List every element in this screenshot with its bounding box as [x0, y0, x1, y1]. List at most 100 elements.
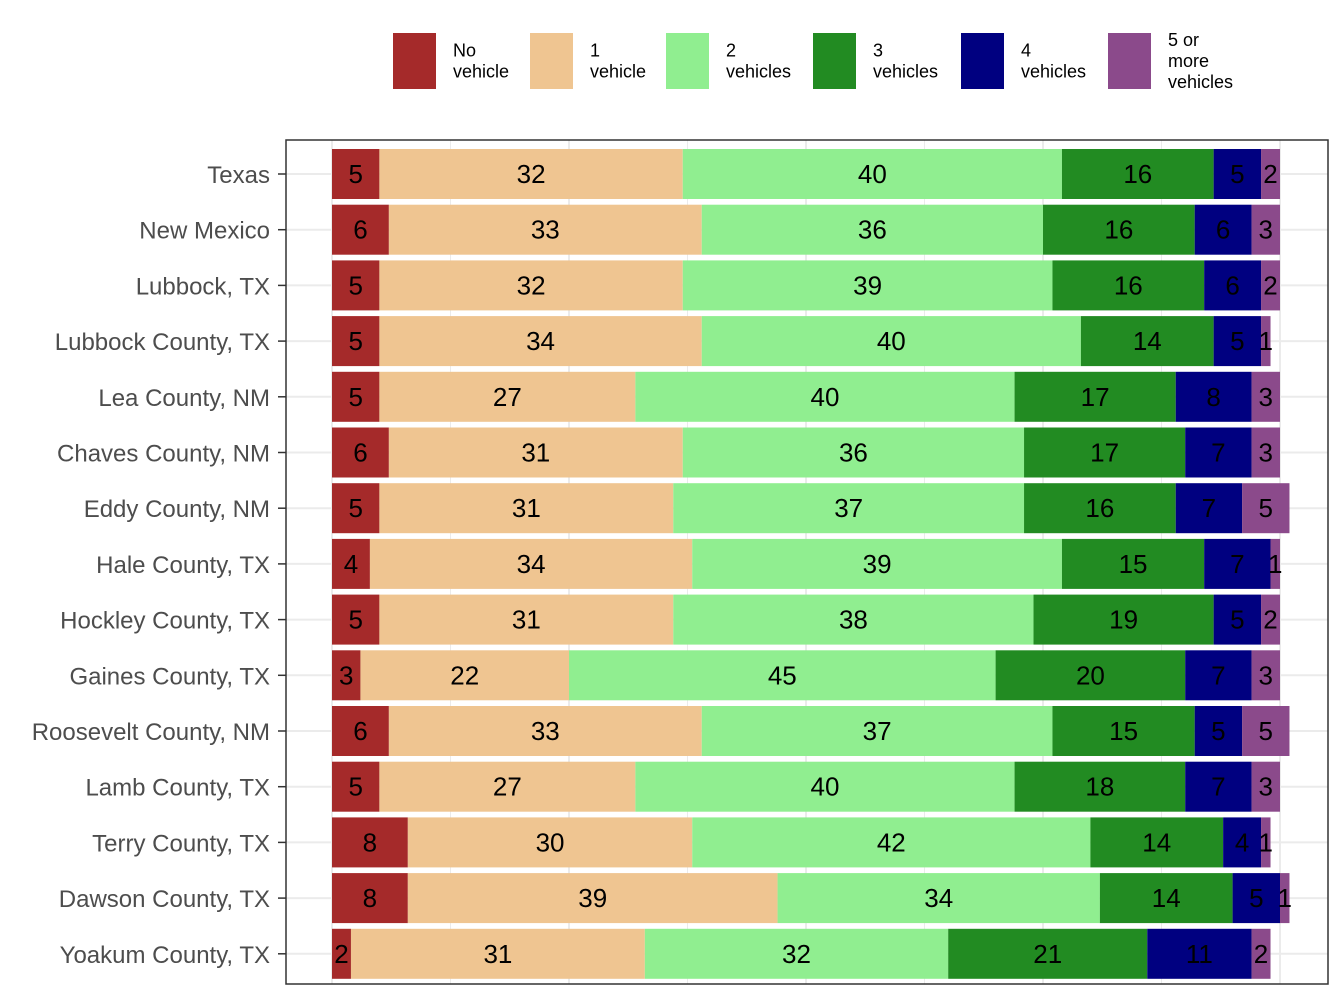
bar-segment [1261, 149, 1280, 199]
data-label: 4 [344, 549, 358, 579]
data-label: 6 [353, 716, 367, 746]
bar-segment [1251, 427, 1280, 478]
data-label: 5 [1259, 716, 1273, 746]
bar-segment [1024, 483, 1176, 534]
data-label: 2 [1263, 605, 1277, 635]
data-label: 7 [1211, 772, 1225, 802]
data-label: 40 [877, 326, 906, 356]
data-label: 40 [810, 382, 839, 412]
data-label: 8 [363, 827, 377, 857]
bar-segment [1185, 761, 1252, 812]
bar-segment [379, 761, 636, 812]
bar-segment [407, 873, 778, 924]
data-label: 32 [517, 159, 546, 189]
legend-key [813, 33, 856, 89]
data-label: 2 [1263, 159, 1277, 189]
data-label: 3 [1259, 215, 1273, 245]
bar-segment [1242, 483, 1290, 534]
bar-segment [332, 817, 408, 868]
data-label: 30 [536, 827, 565, 857]
data-label: 7 [1230, 549, 1244, 579]
bar-segment [1242, 706, 1290, 756]
bar-segment [1261, 260, 1280, 311]
bar-segment [1232, 873, 1280, 924]
legend-key [666, 33, 709, 89]
bar-segment [332, 873, 408, 924]
bar-segment [360, 650, 569, 701]
data-label: 8 [363, 883, 377, 913]
data-label: 14 [1142, 827, 1171, 857]
bar-segment [1280, 873, 1290, 924]
data-label: 5 [1230, 159, 1244, 189]
data-label: 40 [810, 772, 839, 802]
data-label: 3 [1259, 660, 1273, 690]
data-label: 5 [348, 493, 362, 523]
bar-segment [1185, 427, 1252, 478]
bar-segment [332, 538, 370, 589]
data-label: 37 [863, 716, 892, 746]
data-label: 16 [1123, 159, 1152, 189]
bar-segment [1194, 706, 1243, 756]
bar-segment [1204, 538, 1271, 589]
data-label: 2 [1263, 270, 1277, 300]
y-tick-label: Terry County, TX [92, 830, 270, 857]
y-tick-label: Hale County, TX [96, 552, 270, 579]
y-tick-label: Gaines County, TX [69, 663, 270, 690]
bar-segment [701, 316, 1081, 367]
legend-key [530, 33, 573, 89]
y-tick-label: Yoakum County, TX [60, 942, 270, 969]
bar-segment [1080, 316, 1214, 367]
plot-border [285, 139, 1329, 985]
bar-segment [1052, 260, 1205, 311]
data-label: 32 [782, 939, 811, 969]
bar-segment [1099, 873, 1233, 924]
bar-segment [379, 316, 702, 367]
bar-segment [379, 483, 674, 534]
bar-segment [635, 761, 1015, 812]
data-label: 14 [1152, 883, 1181, 913]
data-label: 5 [1249, 883, 1263, 913]
bar-segment [332, 149, 380, 199]
bar-segment [379, 149, 683, 199]
bar-segment [1014, 761, 1186, 812]
data-label: 11 [1186, 939, 1213, 969]
data-label: 45 [768, 660, 797, 690]
data-label: 32 [517, 270, 546, 300]
bar-segment [692, 817, 1091, 868]
data-label: 3 [1259, 382, 1273, 412]
bar-segment [692, 538, 1062, 589]
data-label: 5 [348, 772, 362, 802]
y-tick-label: Lubbock County, TX [55, 329, 270, 356]
bar-segment [1061, 538, 1205, 589]
data-label: 36 [858, 215, 887, 245]
data-label: 1 [1259, 827, 1273, 857]
bar-segment [1213, 316, 1262, 367]
bar-segment [332, 427, 389, 478]
bar-segment [1270, 538, 1280, 589]
data-label: 34 [924, 883, 953, 913]
data-label: 7 [1202, 493, 1216, 523]
data-label: 3 [339, 660, 353, 690]
data-label: 31 [512, 605, 541, 635]
data-label: 5 [348, 270, 362, 300]
y-tick-label: Dawson County, TX [59, 886, 270, 913]
bar-segment [644, 928, 949, 979]
bar-segment [332, 928, 351, 979]
data-label: 34 [517, 549, 546, 579]
data-label: 21 [1033, 939, 1062, 969]
legend-label: 1 vehicle [590, 41, 646, 82]
data-label: 6 [353, 438, 367, 468]
data-label: 5 [348, 382, 362, 412]
y-tick-label: Chaves County, NM [57, 441, 270, 468]
bar-segment [1213, 594, 1262, 645]
data-label: 5 [1259, 493, 1273, 523]
bar-segment [1185, 650, 1252, 701]
legend-key [393, 33, 436, 89]
data-label: 40 [858, 159, 887, 189]
bar-segment [332, 706, 389, 756]
data-label: 3 [1259, 438, 1273, 468]
legend-label: 2 vehicles [726, 41, 791, 82]
data-label: 34 [526, 326, 555, 356]
bar-segment [1204, 260, 1262, 311]
